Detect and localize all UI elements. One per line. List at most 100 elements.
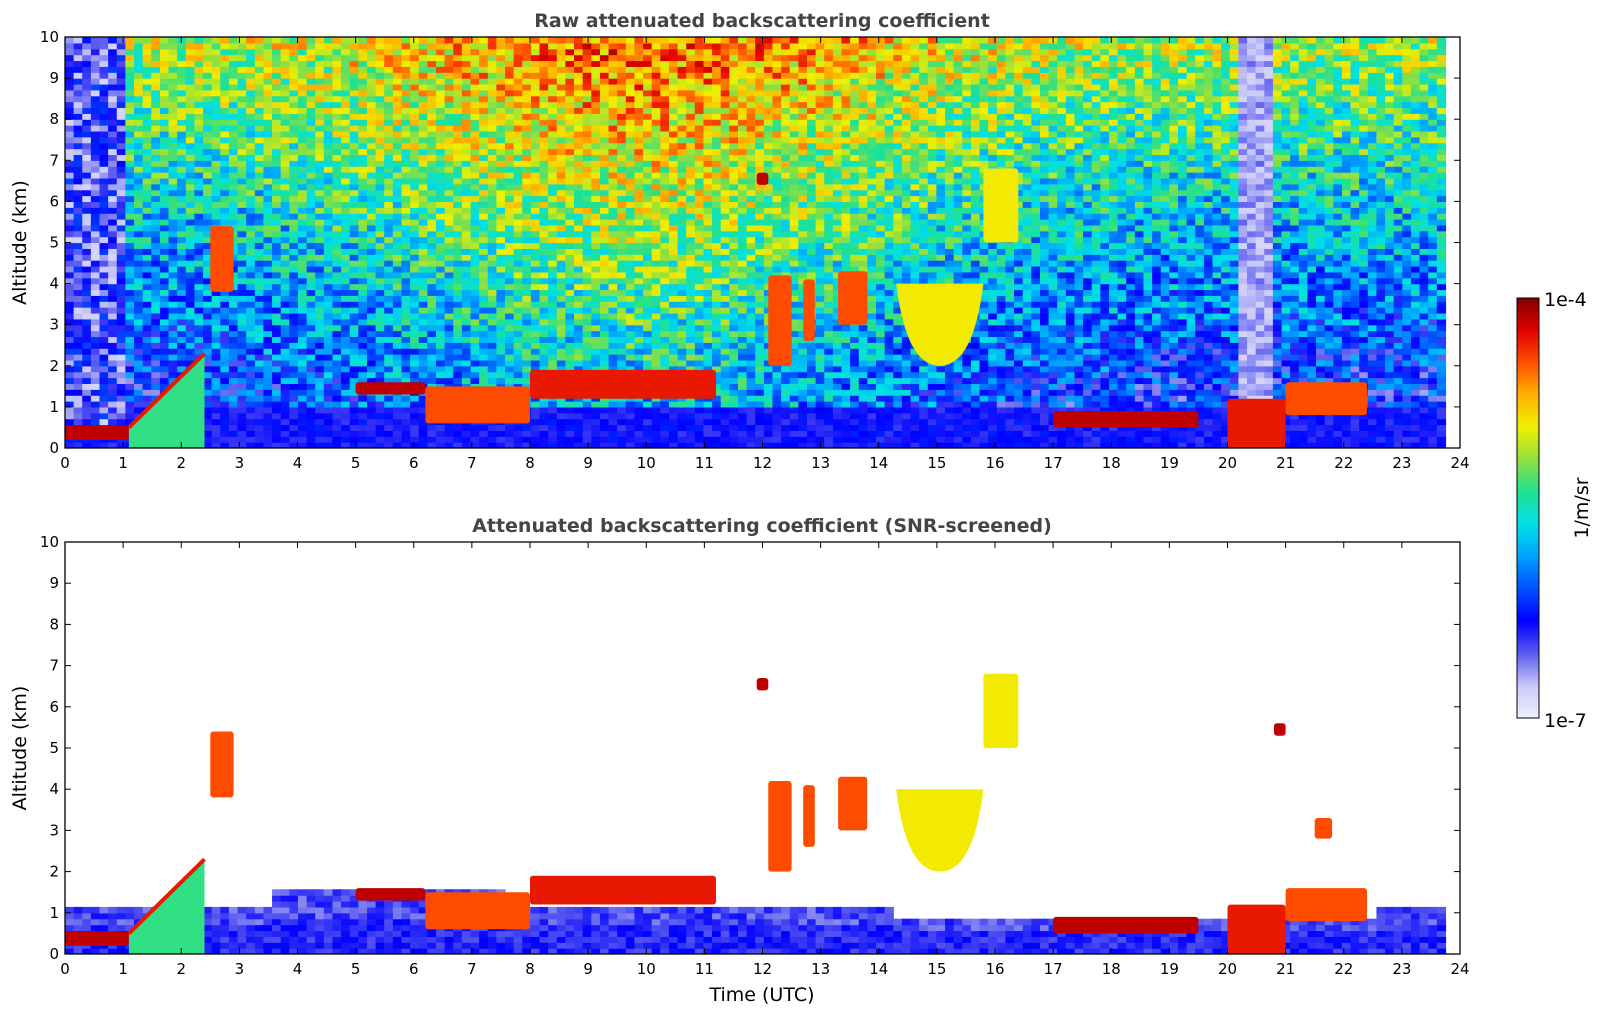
snr-x-tick-label: 24 xyxy=(1450,960,1469,978)
snr-feature-1-edge xyxy=(127,857,206,935)
raw-y-ticks: 0 1 2 3 4 5 6 7 8 9 10 xyxy=(40,28,1460,457)
snr-x-tick-label: 15 xyxy=(927,960,946,978)
snr-x-tick-label: 6 xyxy=(409,960,419,978)
snr-x-tick-label: 16 xyxy=(985,960,1004,978)
raw-x-tick-label: 8 xyxy=(525,454,535,472)
raw-y-tick-label: 0 xyxy=(49,439,59,457)
snr-x-tick-label: 5 xyxy=(351,960,361,978)
snr-x-tick-label: 1 xyxy=(118,960,128,978)
snr-x-tick-label: 3 xyxy=(235,960,245,978)
snr-x-tick-label: 9 xyxy=(583,960,593,978)
raw-y-tick-label: 6 xyxy=(49,192,59,210)
raw-y-tick-label: 1 xyxy=(49,398,59,416)
time-axis-label: Time (UTC) xyxy=(708,984,814,1006)
raw-y-tick-label: 8 xyxy=(49,110,59,128)
raw-x-tick-label: 10 xyxy=(637,454,656,472)
snr-feature-12 xyxy=(1053,916,1199,934)
raw-x-tick-label: 0 xyxy=(60,454,70,472)
raw-x-tick-label: 23 xyxy=(1392,454,1411,472)
snr-x-tick-label: 19 xyxy=(1160,960,1179,978)
raw-feature-1 xyxy=(128,353,205,448)
raw-x-tick-label: 3 xyxy=(235,454,245,472)
raw-x-tick-label: 9 xyxy=(583,454,593,472)
raw-x-tick-label: 11 xyxy=(695,454,714,472)
snr-feature-5 xyxy=(530,875,716,905)
raw-x-tick-label: 24 xyxy=(1450,454,1469,472)
raw-feature-5 xyxy=(530,369,716,399)
snr-feature-6 xyxy=(756,678,769,691)
snr-x-ticks: 0 1 2 3 4 5 6 7 8 9 10 11 12 13 14 15 16 17 18 19 20 21 22 23 24 xyxy=(60,542,1470,978)
snr-y-tick-label: 3 xyxy=(49,821,59,839)
raw-feature-10 xyxy=(896,283,984,366)
raw-feature-1-edge xyxy=(127,352,206,429)
raw-x-tick-label: 13 xyxy=(811,454,830,472)
raw-x-ticks: 0 1 2 3 4 5 6 7 8 9 10 11 12 13 14 15 16 17 18 19 20 21 22 23 24 xyxy=(60,37,1470,472)
raw-y-tick-label: 3 xyxy=(49,316,59,334)
snr-feature-15 xyxy=(1274,723,1286,736)
raw-feature-4 xyxy=(425,386,530,424)
snr-feature-7 xyxy=(768,781,792,872)
snr-feature-1 xyxy=(128,859,205,954)
raw-x-tick-label: 16 xyxy=(985,454,1004,472)
snr-x-tick-label: 22 xyxy=(1334,960,1353,978)
snr-x-tick-label: 12 xyxy=(753,960,772,978)
raw-y-tick-label: 10 xyxy=(40,28,59,46)
raw-x-tick-label: 5 xyxy=(351,454,361,472)
raw-feature-2 xyxy=(210,226,234,292)
raw-y-tick-label: 4 xyxy=(49,275,59,293)
raw-feature-11 xyxy=(983,168,1019,243)
snr-y-tick-label: 9 xyxy=(49,574,59,592)
snr-y-tick-label: 6 xyxy=(49,698,59,716)
raw-feature-3 xyxy=(355,382,426,395)
snr-y-tick-label: 7 xyxy=(49,657,59,675)
snr-x-tick-label: 0 xyxy=(60,960,70,978)
colorbar-unit-label: 1/m/sr xyxy=(1571,477,1593,538)
raw-x-tick-label: 6 xyxy=(409,454,419,472)
snr-x-tick-label: 23 xyxy=(1392,960,1411,978)
snr-x-tick-label: 17 xyxy=(1044,960,1063,978)
snr-feature-14 xyxy=(1285,888,1367,922)
raw-feature-6 xyxy=(756,172,769,185)
snr-feature-4 xyxy=(425,892,530,930)
raw-feature-12 xyxy=(1053,411,1199,428)
snr-heatmap-area xyxy=(65,673,1447,954)
snr-x-tick-label: 13 xyxy=(811,960,830,978)
raw-y-tick-label: 2 xyxy=(49,357,59,375)
raw-x-tick-label: 17 xyxy=(1044,454,1063,472)
raw-feature-13 xyxy=(1227,398,1286,448)
raw-x-tick-label: 21 xyxy=(1276,454,1295,472)
raw-y-axis-label: Altitude (km) xyxy=(9,180,31,305)
raw-feature-14 xyxy=(1285,382,1367,416)
snr-feature-2 xyxy=(210,731,234,798)
raw-x-tick-label: 20 xyxy=(1218,454,1237,472)
raw-x-tick-label: 4 xyxy=(293,454,303,472)
snr-y-tick-label: 2 xyxy=(49,863,59,881)
raw-x-tick-label: 2 xyxy=(176,454,186,472)
raw-x-tick-label: 12 xyxy=(753,454,772,472)
colorbar-max-label: 1e-4 xyxy=(1544,289,1587,311)
raw-heatmap-area xyxy=(65,37,1447,448)
snr-panel-title: Attenuated backscattering coefficient (S… xyxy=(472,515,1052,537)
snr-feature-8 xyxy=(803,785,815,847)
snr-x-tick-label: 21 xyxy=(1276,960,1295,978)
snr-x-tick-label: 18 xyxy=(1102,960,1121,978)
snr-x-tick-label: 7 xyxy=(467,960,477,978)
snr-y-tick-label: 4 xyxy=(49,780,59,798)
snr-x-tick-label: 4 xyxy=(293,960,303,978)
raw-y-tick-label: 5 xyxy=(49,234,59,252)
snr-y-tick-label: 1 xyxy=(49,904,59,922)
raw-x-tick-label: 18 xyxy=(1102,454,1121,472)
snr-x-tick-label: 8 xyxy=(525,960,535,978)
snr-x-tick-label: 11 xyxy=(695,960,714,978)
snr-y-tick-label: 8 xyxy=(49,615,59,633)
snr-feature-3 xyxy=(355,888,426,901)
snr-screened-panel: Attenuated backscattering coefficient (S… xyxy=(9,515,1470,1006)
snr-feature-11 xyxy=(983,673,1019,748)
raw-y-tick-label: 7 xyxy=(49,151,59,169)
snr-y-tick-label: 0 xyxy=(49,945,59,963)
snr-y-tick-label: 5 xyxy=(49,739,59,757)
snr-feature-13 xyxy=(1227,904,1286,954)
raw-backscatter-panel: Raw attenuated backscattering coefficien… xyxy=(9,10,1470,472)
snr-feature-10 xyxy=(896,789,984,872)
